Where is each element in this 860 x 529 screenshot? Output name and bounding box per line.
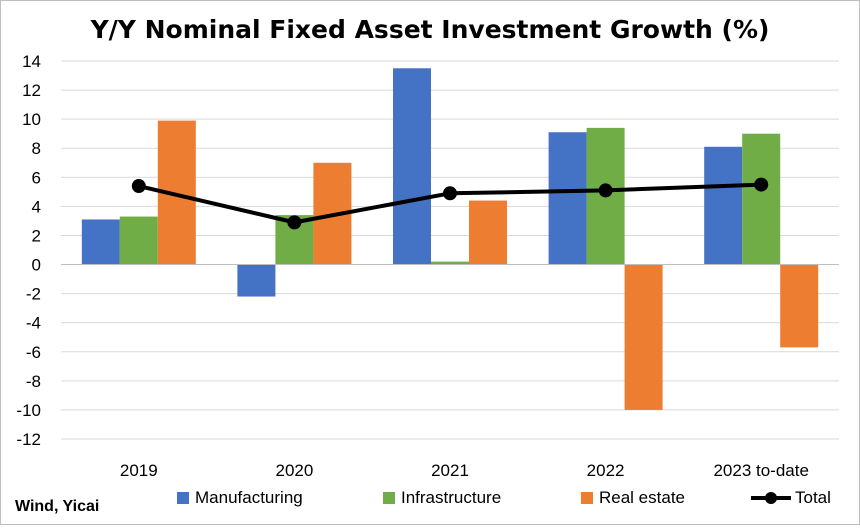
x-tick-label: 2023 to-date bbox=[713, 461, 808, 480]
bar-real-estate-2022 bbox=[624, 264, 663, 410]
y-tick-label: 6 bbox=[32, 168, 41, 187]
legend-label-manufacturing: Manufacturing bbox=[195, 488, 303, 507]
y-axis-labels: 14 12 10 8 6 4 2 0 -2 -4 -6 -8 -10 -12 bbox=[16, 52, 41, 449]
legend-marker-total bbox=[765, 492, 777, 504]
source-note: Wind, Yicai bbox=[15, 498, 99, 515]
legend-label-total: Total bbox=[795, 488, 831, 507]
y-tick-label: -12 bbox=[16, 430, 41, 449]
x-tick-label: 2021 bbox=[431, 461, 469, 480]
bar-manufacturing-2019 bbox=[81, 219, 120, 265]
legend-swatch-infrastructure bbox=[383, 492, 395, 504]
legend-swatch-manufacturing bbox=[177, 492, 189, 504]
y-tick-label: -6 bbox=[26, 343, 41, 362]
y-tick-label: -4 bbox=[26, 314, 41, 333]
y-tick-label: 0 bbox=[32, 256, 41, 275]
bar-infrastructure-2019 bbox=[119, 216, 158, 265]
y-tick-label: 10 bbox=[22, 110, 41, 129]
bar-infrastructure-2021 bbox=[431, 261, 469, 265]
y-tick-label: 2 bbox=[32, 226, 41, 245]
y-tick-label: -10 bbox=[16, 401, 41, 420]
point-total-2023-to-date bbox=[754, 177, 769, 192]
point-total-2019 bbox=[131, 179, 146, 194]
total-line bbox=[131, 177, 769, 230]
legend-label-real-estate: Real estate bbox=[599, 488, 685, 507]
bar-infrastructure-2023-to-date bbox=[742, 133, 781, 265]
bar-manufacturing-2023-to-date bbox=[704, 146, 743, 265]
y-tick-label: 8 bbox=[32, 139, 41, 158]
legend: Manufacturing Infrastructure Real estate To… bbox=[177, 488, 831, 507]
legend-label-infrastructure: Infrastructure bbox=[401, 488, 501, 507]
point-total-2022 bbox=[598, 183, 613, 198]
x-tick-label: 2022 bbox=[587, 461, 625, 480]
bar-manufacturing-2021 bbox=[393, 68, 431, 265]
x-tick-label: 2020 bbox=[275, 461, 313, 480]
x-tick-label: 2019 bbox=[120, 461, 158, 480]
x-axis-labels: 2019 2020 2021 2022 2023 to-date bbox=[120, 461, 809, 480]
y-tick-label: -2 bbox=[26, 285, 41, 304]
point-total-2021 bbox=[443, 186, 457, 201]
chart-title: Y/Y Nominal Fixed Asset Investment Growt… bbox=[90, 15, 770, 44]
bar-manufacturing-2022 bbox=[548, 132, 587, 265]
point-total-2020 bbox=[287, 215, 302, 230]
y-tick-label: 14 bbox=[22, 52, 41, 71]
bar-real-estate-2023-to-date bbox=[780, 264, 819, 348]
bar-manufacturing-2020 bbox=[237, 264, 276, 297]
bar-real-estate-2021 bbox=[469, 200, 507, 265]
legend-swatch-real-estate bbox=[581, 492, 593, 504]
y-tick-label: 4 bbox=[32, 197, 41, 216]
y-tick-label: -8 bbox=[26, 372, 41, 391]
y-tick-label: 12 bbox=[22, 81, 41, 100]
